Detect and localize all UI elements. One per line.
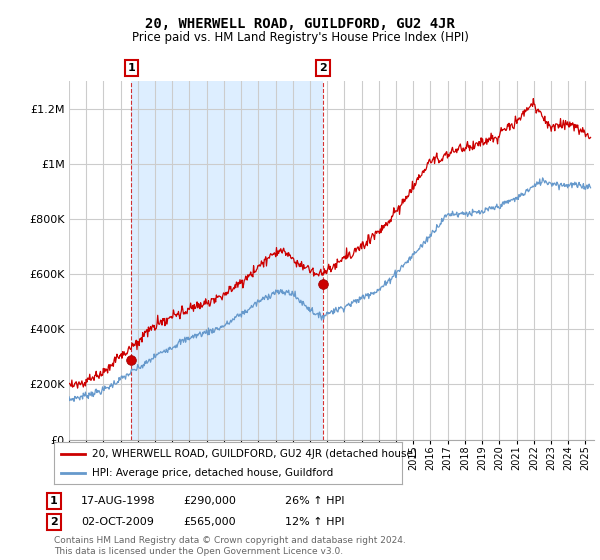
Text: Price paid vs. HM Land Registry's House Price Index (HPI): Price paid vs. HM Land Registry's House … — [131, 31, 469, 44]
Text: Contains HM Land Registry data © Crown copyright and database right 2024.
This d: Contains HM Land Registry data © Crown c… — [54, 536, 406, 556]
Text: 1: 1 — [50, 496, 58, 506]
Text: 20, WHERWELL ROAD, GUILDFORD, GU2 4JR (detached house): 20, WHERWELL ROAD, GUILDFORD, GU2 4JR (d… — [92, 449, 417, 459]
Text: 26% ↑ HPI: 26% ↑ HPI — [285, 496, 344, 506]
Text: 02-OCT-2009: 02-OCT-2009 — [81, 517, 154, 527]
Text: HPI: Average price, detached house, Guildford: HPI: Average price, detached house, Guil… — [92, 468, 334, 478]
Bar — [131, 81, 323, 440]
Text: 17-AUG-1998: 17-AUG-1998 — [81, 496, 155, 506]
Text: £290,000: £290,000 — [183, 496, 236, 506]
Text: 20, WHERWELL ROAD, GUILDFORD, GU2 4JR: 20, WHERWELL ROAD, GUILDFORD, GU2 4JR — [145, 17, 455, 31]
Text: £565,000: £565,000 — [183, 517, 236, 527]
Text: 12% ↑ HPI: 12% ↑ HPI — [285, 517, 344, 527]
Text: 2: 2 — [50, 517, 58, 527]
Text: 2: 2 — [319, 63, 327, 73]
Text: 1: 1 — [128, 63, 136, 73]
